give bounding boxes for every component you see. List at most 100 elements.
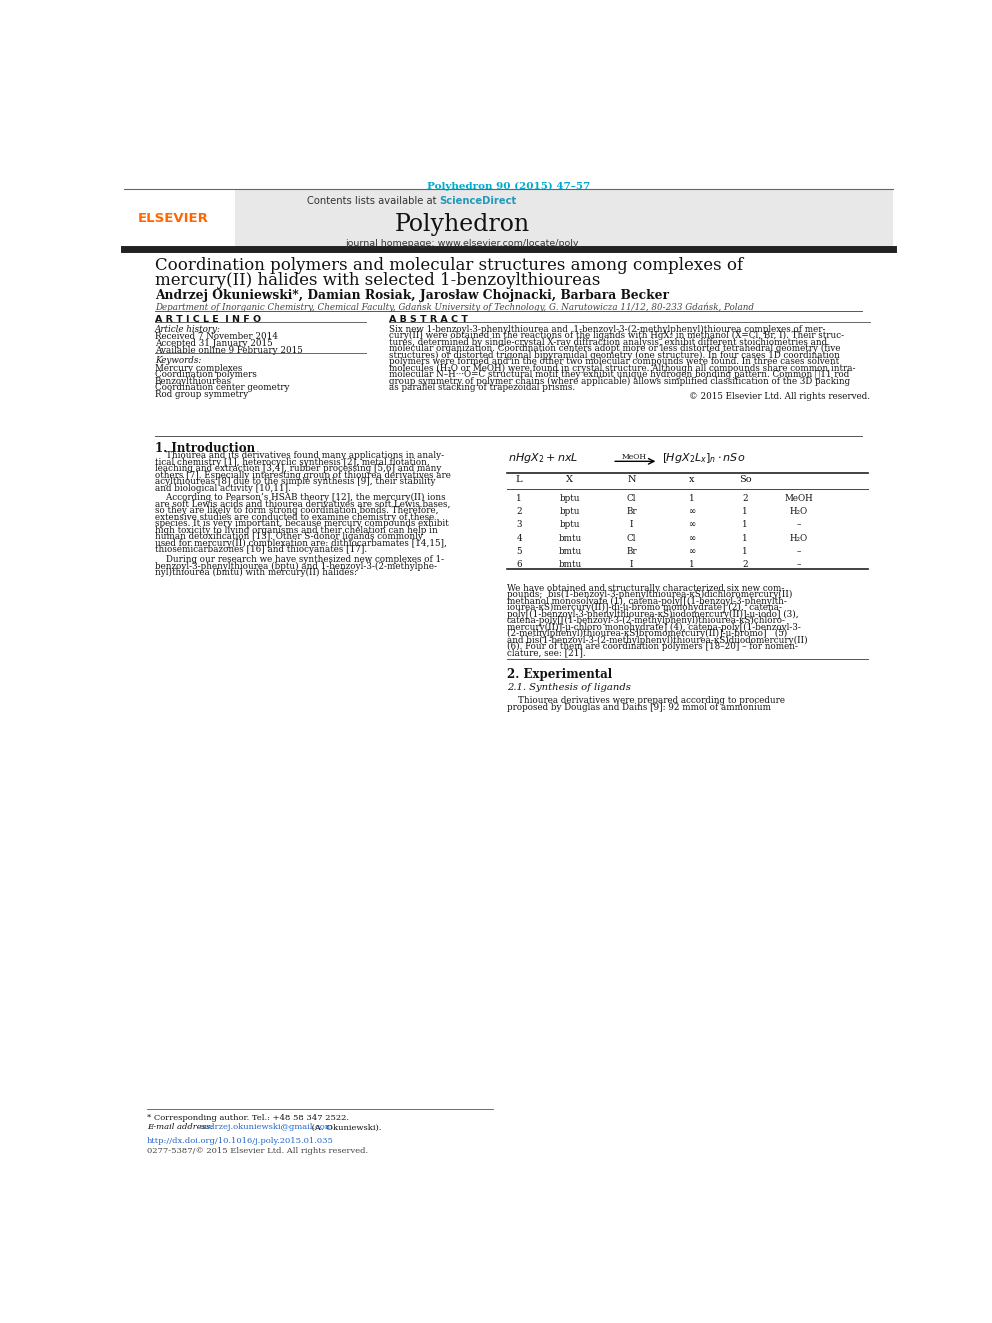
Text: Mercury complexes: Mercury complexes	[155, 364, 242, 373]
Text: ∞: ∞	[687, 520, 695, 529]
Text: mercury(II) halides with selected 1-benzoylthioureas: mercury(II) halides with selected 1-benz…	[155, 271, 600, 288]
Text: $[HgX_2L_x]_n \cdot nSo$: $[HgX_2L_x]_n \cdot nSo$	[663, 451, 746, 466]
Text: I: I	[630, 560, 633, 569]
Text: X: X	[566, 475, 573, 484]
Text: Article history:: Article history:	[155, 325, 221, 333]
Text: 4: 4	[516, 533, 522, 542]
Text: acylthioureas [8] due to the simple synthesis [9], their stability: acylthioureas [8] due to the simple synt…	[155, 478, 435, 487]
Text: x: x	[688, 475, 694, 484]
Text: Keywords:: Keywords:	[155, 356, 201, 365]
Text: cury(II) were obtained in the reactions of the ligands with HgX₂ in methanol (X=: cury(II) were obtained in the reactions …	[389, 331, 844, 340]
Text: Department of Inorganic Chemistry, Chemical Faculty, Gdańsk University of Techno: Department of Inorganic Chemistry, Chemi…	[155, 303, 754, 312]
Text: and biological activity [10,11].: and biological activity [10,11].	[155, 484, 291, 492]
Text: 5: 5	[517, 546, 522, 556]
Text: 1: 1	[742, 520, 748, 529]
Text: poly[(1-benzoyl-3-phenylthiourea-κS)iodomercury(II)]-μ-iodo] (3),: poly[(1-benzoyl-3-phenylthiourea-κS)iodo…	[507, 610, 799, 619]
Text: Coordination center geometry: Coordination center geometry	[155, 384, 290, 392]
Text: MeOH: MeOH	[785, 493, 813, 503]
Text: 3: 3	[517, 520, 522, 529]
Text: 2: 2	[742, 560, 748, 569]
Text: 6: 6	[517, 560, 522, 569]
Text: 1: 1	[742, 533, 748, 542]
Text: $nHgX_2 + nxL$: $nHgX_2 + nxL$	[509, 451, 578, 466]
Text: Coordination polymers and molecular structures among complexes of: Coordination polymers and molecular stru…	[155, 257, 743, 274]
Text: 1. Introduction: 1. Introduction	[155, 442, 255, 455]
Text: Andrzej Okuniewski*, Damian Rosiak, Jarosław Chojnacki, Barbara Becker: Andrzej Okuniewski*, Damian Rosiak, Jaro…	[155, 290, 669, 302]
Text: proposed by Douglas and Dains [9]: 92 mmol of ammonium: proposed by Douglas and Dains [9]: 92 mm…	[507, 703, 771, 712]
Text: (2-methylphenyl)thiourea-κS)bromomercury(II)]-μ-bromo]   (5): (2-methylphenyl)thiourea-κS)bromomercury…	[507, 630, 787, 638]
Text: Coordination polymers: Coordination polymers	[155, 370, 257, 380]
Text: Received 7 November 2014: Received 7 November 2014	[155, 332, 278, 341]
Text: Polyhedron 90 (2015) 47–57: Polyhedron 90 (2015) 47–57	[427, 183, 590, 192]
Text: used for mercury(II) complexation are: dithiocarbamates [14,15],: used for mercury(II) complexation are: d…	[155, 538, 446, 548]
Text: Thiourea and its derivatives found many applications in analy-: Thiourea and its derivatives found many …	[155, 451, 443, 460]
Text: group symmetry of polymer chains (where applicable) allows simplified classifica: group symmetry of polymer chains (where …	[389, 377, 850, 386]
Text: I: I	[630, 520, 633, 529]
Text: are soft Lewis acids and thiourea derivatives are soft Lewis bases,: are soft Lewis acids and thiourea deriva…	[155, 500, 450, 509]
Text: molecules (H₂O or MeOH) were found in crystal structure. Although all compounds : molecules (H₂O or MeOH) were found in cr…	[389, 364, 856, 373]
Text: methanol monosolvate (1), catena-poly[[(1-benzoyl-3-phenylth-: methanol monosolvate (1), catena-poly[[(…	[507, 597, 787, 606]
Text: and bis(1-benzoyl-3-(2-methylphenyl)thiourea-κS)diiodomercury(II): and bis(1-benzoyl-3-(2-methylphenyl)thio…	[507, 636, 807, 644]
Text: benzoyl-3-phenylthiourea (bptu) and 1-benzoyl-3-(2-methylphe-: benzoyl-3-phenylthiourea (bptu) and 1-be…	[155, 561, 436, 570]
Text: 2. Experimental: 2. Experimental	[507, 668, 612, 680]
Text: Thiourea derivatives were prepared according to procedure: Thiourea derivatives were prepared accor…	[507, 696, 785, 705]
Text: polymers were formed and in the other two molecular compounds were found. In thr: polymers were formed and in the other tw…	[389, 357, 839, 366]
Text: bptu: bptu	[559, 520, 580, 529]
Text: Accepted 31 January 2015: Accepted 31 January 2015	[155, 339, 273, 348]
Text: * Corresponding author. Tel.: +48 58 347 2522.: * Corresponding author. Tel.: +48 58 347…	[147, 1114, 349, 1122]
Text: species. It is very important, because mercury compounds exhibit: species. It is very important, because m…	[155, 520, 448, 528]
Text: Contents lists available at: Contents lists available at	[307, 196, 439, 206]
Text: Cl: Cl	[627, 533, 636, 542]
Text: ∞: ∞	[687, 546, 695, 556]
Text: H₂O: H₂O	[790, 507, 808, 516]
Text: pounds;  bis(1-benzoyl-3-phenylthiourea-κS)dichloromercury(II): pounds; bis(1-benzoyl-3-phenylthiourea-κ…	[507, 590, 793, 599]
Text: –: –	[797, 560, 802, 569]
Text: ScienceDirect: ScienceDirect	[439, 196, 517, 206]
Text: 2: 2	[517, 507, 522, 516]
Text: Br: Br	[626, 507, 637, 516]
Text: leaching and extraction [3,4], rubber processing [5,6] and many: leaching and extraction [3,4], rubber pr…	[155, 464, 441, 474]
Text: 2: 2	[742, 493, 748, 503]
Text: ∞: ∞	[687, 507, 695, 516]
Text: Polyhedron: Polyhedron	[395, 213, 530, 235]
Text: 1: 1	[517, 493, 522, 503]
Text: others [7]. Especially interesting group of thiourea derivatives are: others [7]. Especially interesting group…	[155, 471, 450, 480]
Text: © 2015 Elsevier Ltd. All rights reserved.: © 2015 Elsevier Ltd. All rights reserved…	[688, 392, 870, 401]
Text: high toxicity to living organisms and their chelation can help in: high toxicity to living organisms and th…	[155, 527, 437, 534]
Text: 1: 1	[742, 546, 748, 556]
Text: iourea-κS)mercury(II)]-di-μ-bromo monohydrate] (2),  catena-: iourea-κS)mercury(II)]-di-μ-bromo monohy…	[507, 603, 782, 613]
FancyBboxPatch shape	[124, 189, 893, 247]
Text: so they are likely to form strong coordination bonds. Therefore,: so they are likely to form strong coordi…	[155, 507, 438, 516]
Text: MeOH: MeOH	[621, 454, 646, 462]
Text: (6). Four of them are coordination polymers [18–20] – for nomen-: (6). Four of them are coordination polym…	[507, 642, 798, 651]
Text: extensive studies are conducted to examine chemistry of these: extensive studies are conducted to exami…	[155, 513, 434, 521]
Text: A B S T R A C T: A B S T R A C T	[389, 315, 468, 324]
Text: Available online 9 February 2015: Available online 9 February 2015	[155, 347, 303, 355]
Text: ∞: ∞	[687, 533, 695, 542]
Text: catena-poly[[(1-benzoyl-3-(2-methylphenyl)thiourea-κS)chloro-: catena-poly[[(1-benzoyl-3-(2-methylpheny…	[507, 617, 786, 626]
Text: Rod group symmetry: Rod group symmetry	[155, 389, 248, 398]
Text: 2.1. Synthesis of ligands: 2.1. Synthesis of ligands	[507, 683, 631, 692]
Text: bmtu: bmtu	[558, 546, 581, 556]
Text: bptu: bptu	[559, 493, 580, 503]
Text: mercury(II)]-μ-chloro monohydrate] (4), catena-poly[(1-benzoyl-3-: mercury(II)]-μ-chloro monohydrate] (4), …	[507, 623, 801, 632]
Text: Six new 1-benzoyl-3-phenylthiourea and  1-benzoyl-3-(2-methylphenyl)thiourea com: Six new 1-benzoyl-3-phenylthiourea and 1…	[389, 325, 825, 333]
Text: H₂O: H₂O	[790, 533, 808, 542]
Text: as parallel stacking of trapezoidal prisms.: as parallel stacking of trapezoidal pris…	[389, 384, 575, 393]
Text: journal homepage: www.elsevier.com/locate/poly: journal homepage: www.elsevier.com/locat…	[345, 239, 579, 249]
FancyBboxPatch shape	[124, 189, 235, 247]
Text: bmtu: bmtu	[558, 560, 581, 569]
Text: During our research we have synthesized new complexes of 1-: During our research we have synthesized …	[155, 556, 443, 564]
Text: molecular N–H···O=C structural motif they exhibit unique hydrogen bonding patter: molecular N–H···O=C structural motif the…	[389, 370, 849, 380]
Text: human detoxification [13]. Other S-donor ligands commonly: human detoxification [13]. Other S-donor…	[155, 532, 423, 541]
Text: So: So	[739, 475, 752, 484]
Text: bptu: bptu	[559, 507, 580, 516]
Text: structures) or distorted trigonal bipyramidal geometry (one structure). In four : structures) or distorted trigonal bipyra…	[389, 351, 840, 360]
Text: (A. Okuniewski).: (A. Okuniewski).	[309, 1123, 381, 1131]
Text: We have obtained and structurally characterized six new com-: We have obtained and structurally charac…	[507, 583, 785, 593]
Text: thiosemicarbazones [16] and thiocyanates [17].: thiosemicarbazones [16] and thiocyanates…	[155, 545, 367, 554]
Text: E-mail address:: E-mail address:	[147, 1123, 216, 1131]
Text: Cl: Cl	[627, 493, 636, 503]
Text: –: –	[797, 546, 802, 556]
Text: tures, determined by single-crystal X-ray diffraction analysis, exhibit differen: tures, determined by single-crystal X-ra…	[389, 337, 827, 347]
